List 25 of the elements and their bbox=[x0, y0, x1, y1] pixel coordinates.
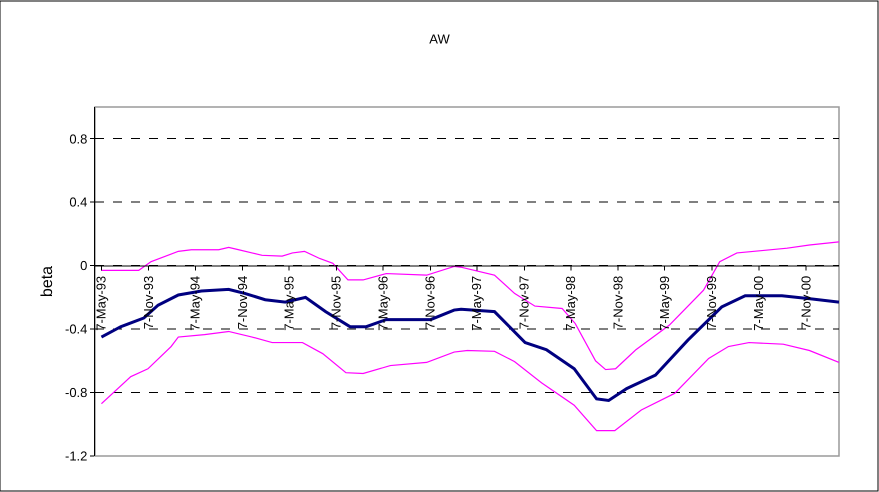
y-tick-label: -0.4 bbox=[64, 322, 88, 337]
x-tick-label: 7-May-93 bbox=[94, 276, 109, 331]
x-tick-label: 7-Nov-98 bbox=[610, 276, 626, 330]
x-tick-label: 7-May-95 bbox=[281, 276, 296, 331]
x-tick-label: 7-May-00 bbox=[751, 276, 766, 331]
y-tick-label: 0.4 bbox=[69, 194, 88, 210]
y-axis-title: beta bbox=[38, 266, 56, 298]
x-tick-label: 7-Nov-00 bbox=[798, 276, 814, 330]
x-tick-label: 7-May-98 bbox=[563, 276, 578, 331]
x-tick-label: 7-Nov-95 bbox=[328, 276, 344, 330]
x-tick-label: 7-May-94 bbox=[187, 276, 202, 331]
y-tick-label: 0 bbox=[80, 258, 88, 274]
x-tick-label: 7-Nov-99 bbox=[704, 276, 720, 330]
x-tick-label: 7-Nov-97 bbox=[516, 276, 532, 330]
y-tick-label: -1.2 bbox=[64, 448, 88, 464]
x-tick-label: 7-May-99 bbox=[656, 276, 672, 331]
x-tick-label: 7-May-96 bbox=[375, 276, 390, 331]
x-tick-label: 7-Nov-94 bbox=[234, 276, 250, 330]
chart-title: AW bbox=[429, 32, 450, 47]
line-series bbox=[100, 330, 839, 432]
x-tick-label: 7-Nov-93 bbox=[140, 276, 156, 330]
y-tick-label: -0.8 bbox=[64, 385, 88, 400]
x-tick-label: 7-Nov-96 bbox=[422, 276, 438, 330]
x-tick-label: 7-May-97 bbox=[469, 276, 484, 331]
y-tick-label: 0.8 bbox=[69, 131, 88, 146]
